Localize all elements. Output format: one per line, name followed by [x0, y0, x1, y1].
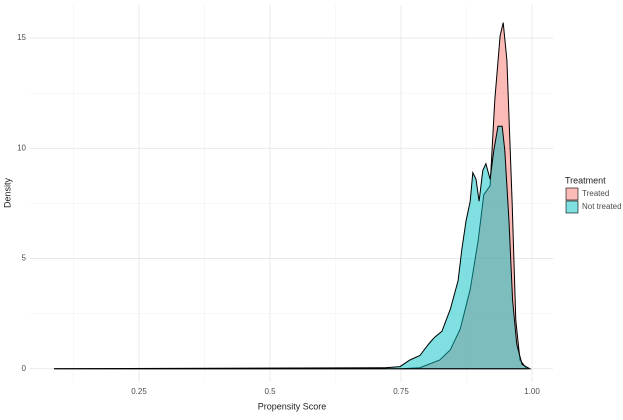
density-area: [54, 125, 532, 370]
legend-label: Treated: [582, 189, 609, 198]
x-axis-label: Propensity Score: [258, 401, 327, 411]
y-axis-label: Density: [2, 177, 12, 208]
x-tick-label: 0.25: [131, 387, 147, 396]
x-tick-label: 0.5: [264, 387, 276, 396]
y-tick-label: 15: [17, 33, 26, 42]
y-tick-label: 10: [17, 143, 26, 152]
x-tick-label: 1.00: [524, 387, 540, 396]
legend-key: [565, 200, 579, 214]
legend-title: Treatment: [565, 175, 606, 185]
y-tick-label: 0: [22, 364, 27, 373]
legend-key: [565, 187, 579, 201]
x-tick-label: 0.75: [393, 387, 409, 396]
y-tick-label: 5: [22, 254, 27, 263]
legend-label: Not treated: [582, 202, 622, 211]
